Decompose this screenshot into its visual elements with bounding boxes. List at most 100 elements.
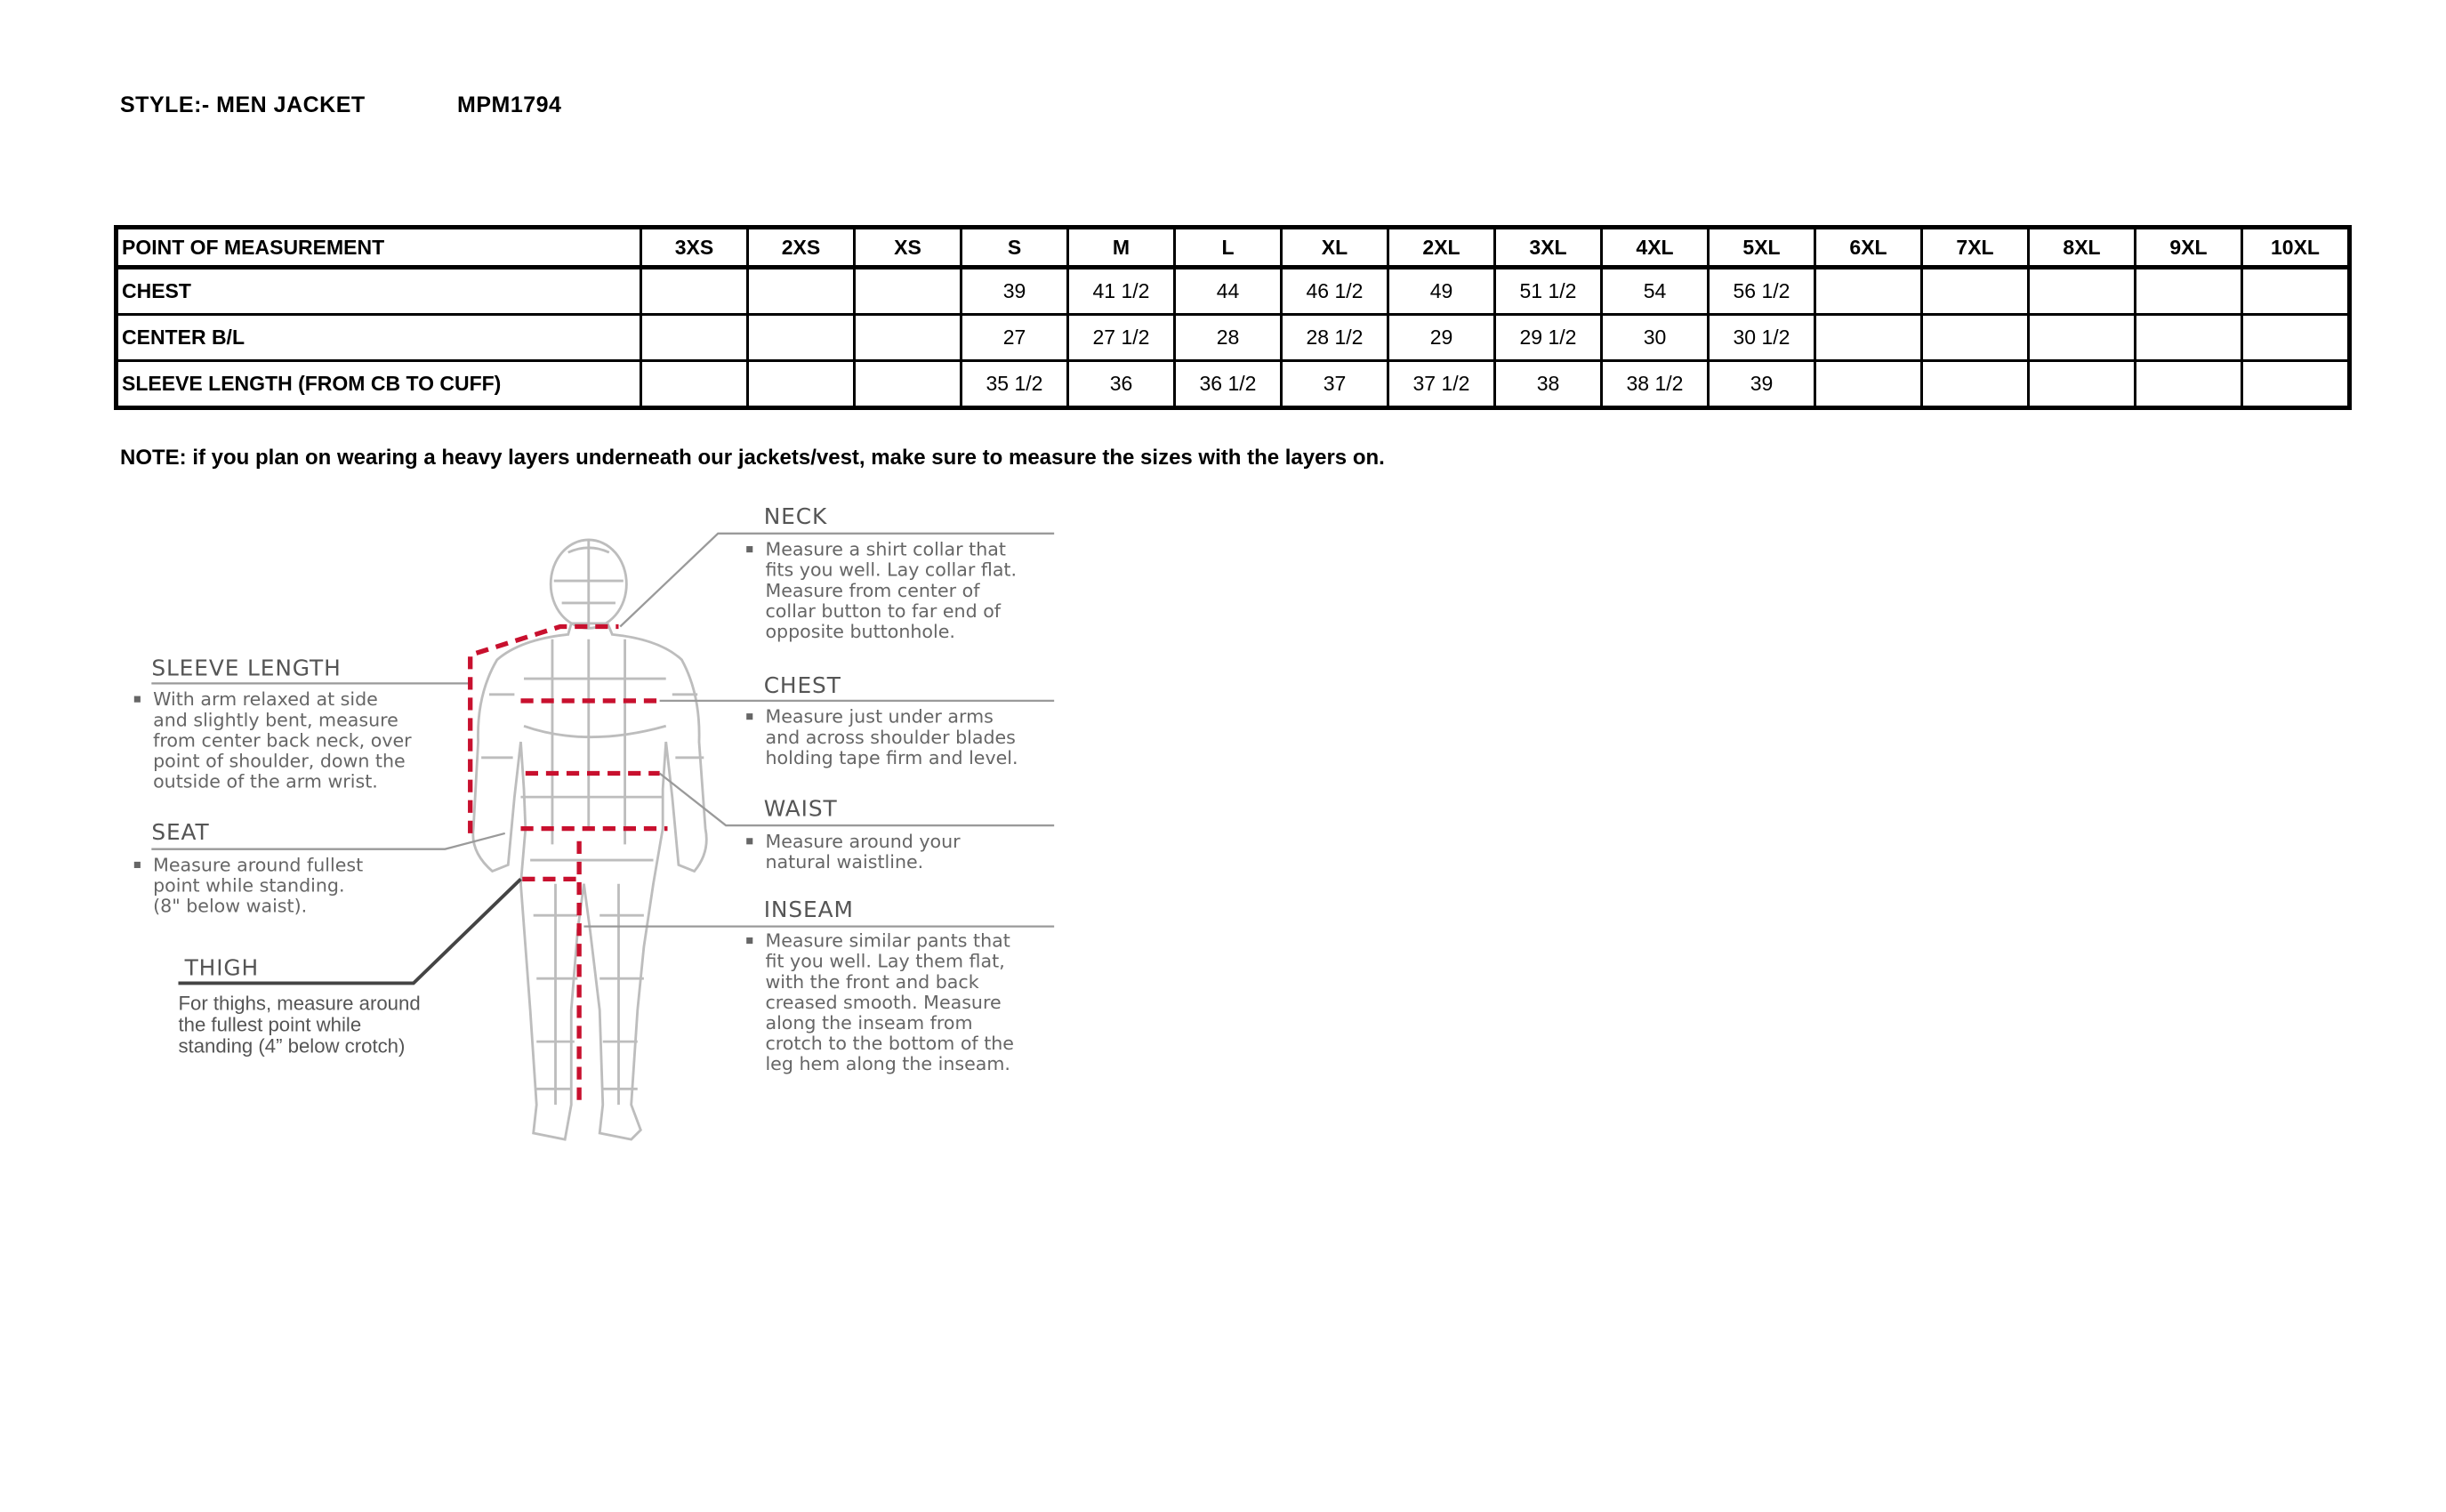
size-header: 3XL bbox=[1493, 226, 1603, 269]
thigh-leader bbox=[178, 877, 522, 985]
size-header: 2XL bbox=[1387, 226, 1496, 269]
seat-title: SEAT bbox=[151, 819, 209, 845]
size-header: 4XL bbox=[1600, 226, 1710, 269]
measurement-cell bbox=[640, 266, 749, 316]
measurement-cell: 37 1/2 bbox=[1387, 359, 1496, 409]
measurement-cell bbox=[2027, 266, 2136, 316]
measurement-cell: 36 1/2 bbox=[1173, 359, 1283, 409]
measurement-cell: 37 bbox=[1280, 359, 1389, 409]
pom-label: SLEEVE LENGTH (FROM CB TO CUFF) bbox=[115, 359, 642, 409]
waist-description-line: natural waistline. bbox=[765, 851, 923, 873]
thigh-title: THIGH bbox=[184, 955, 260, 981]
neck-description-line: fits you well. Lay collar flat. bbox=[765, 559, 1017, 581]
sleeve-measure-line bbox=[468, 623, 619, 833]
sleeve-title: SLEEVE LENGTH bbox=[151, 655, 341, 681]
measurement-cell: 30 1/2 bbox=[1707, 313, 1816, 362]
size-header: 5XL bbox=[1707, 226, 1816, 269]
measurement-cell bbox=[746, 359, 856, 409]
measurement-cell bbox=[1920, 313, 2030, 362]
size-header: S bbox=[960, 226, 1069, 269]
size-header: XS bbox=[853, 226, 962, 269]
measurement-cell: 28 1/2 bbox=[1280, 313, 1389, 362]
neck-description-line: Measure a shirt collar that bbox=[765, 539, 1005, 560]
measurement-cell: 29 bbox=[1387, 313, 1496, 362]
measurement-cell bbox=[746, 266, 856, 316]
chest-description-line: holding tape firm and level. bbox=[765, 747, 1018, 768]
measurement-cell: 41 1/2 bbox=[1066, 266, 1176, 316]
measurement-lines bbox=[468, 623, 668, 1106]
size-header: 9XL bbox=[2134, 226, 2243, 269]
inseam-description-line: fit you well. Lay them flat, bbox=[765, 951, 1004, 972]
bullet-icon bbox=[746, 937, 753, 945]
size-header: XL bbox=[1280, 226, 1389, 269]
sleeve-description-line: from center back neck, over bbox=[153, 729, 412, 751]
measurement-cell: 46 1/2 bbox=[1280, 266, 1389, 316]
measurement-cell: 36 bbox=[1066, 359, 1176, 409]
measurement-cell: 56 1/2 bbox=[1707, 266, 1816, 316]
leader-lines bbox=[151, 532, 1055, 985]
measurement-cell bbox=[1814, 313, 1923, 362]
waist-leader bbox=[658, 772, 1055, 827]
bullet-icon bbox=[746, 713, 753, 720]
inseam-description-line: Measure similar pants that bbox=[765, 930, 1010, 952]
size-header: 7XL bbox=[1920, 226, 2030, 269]
bullet-icon bbox=[746, 546, 753, 553]
bullet-icon bbox=[133, 696, 141, 703]
measurement-cell bbox=[2241, 359, 2351, 409]
seat-description-line: (8" below waist). bbox=[153, 896, 307, 917]
waist-description-line: Measure around your bbox=[765, 831, 961, 852]
measurement-cell bbox=[640, 359, 749, 409]
measurement-cell bbox=[1920, 359, 2030, 409]
human-figure-illustration bbox=[471, 538, 708, 1141]
measurement-cell: 49 bbox=[1387, 266, 1496, 316]
size-header: 10XL bbox=[2241, 226, 2351, 269]
measurement-cell: 54 bbox=[1600, 266, 1710, 316]
measurement-cell bbox=[853, 359, 962, 409]
inseam-description-line: crotch to the bottom of the bbox=[765, 1033, 1014, 1054]
size-header: L bbox=[1173, 226, 1283, 269]
neck-description-line: collar button to far end of bbox=[765, 600, 1001, 622]
inseam-description-line: leg hem along the inseam. bbox=[765, 1053, 1010, 1074]
measurement-cell: 38 bbox=[1493, 359, 1603, 409]
neck-leader bbox=[619, 532, 1055, 628]
seat-leader bbox=[151, 832, 506, 850]
sleeve-description-line: and slightly bent, measure bbox=[153, 709, 398, 730]
layering-note: NOTE: if you plan on wearing a heavy lay… bbox=[120, 446, 1385, 470]
measurement-cell bbox=[2241, 313, 2351, 362]
inseam-description-line: with the front and back bbox=[765, 971, 978, 993]
measurement-cell: 38 1/2 bbox=[1600, 359, 1710, 409]
neck-description-line: Measure from center of bbox=[765, 580, 980, 601]
measurement-cell: 29 1/2 bbox=[1493, 313, 1603, 362]
measurement-cell bbox=[853, 266, 962, 316]
measurement-cell: 44 bbox=[1173, 266, 1283, 316]
bullet-icon bbox=[133, 861, 141, 868]
thigh-description-line: the fullest point while bbox=[178, 1014, 361, 1036]
inseam-description-line: creased smooth. Measure bbox=[765, 992, 1001, 1013]
table-row: CHEST 39 41 1/2 44 46 1/2 49 51 1/2 54 56 1/2 bbox=[115, 266, 2351, 316]
seat-description-line: point while standing. bbox=[153, 875, 344, 897]
neck-title: NECK bbox=[764, 503, 827, 529]
measurement-cell bbox=[2134, 313, 2243, 362]
thigh-description-line: For thighs, measure around bbox=[178, 993, 420, 1015]
waist-title: WAIST bbox=[764, 795, 838, 821]
chest-description-line: and across shoulder blades bbox=[765, 727, 1015, 748]
table-row: CENTER B/L 27 27 1/2 28 28 1/2 29 29 1/2 30 30 1… bbox=[115, 313, 2351, 362]
measurement-cell: 27 1/2 bbox=[1066, 313, 1176, 362]
size-header: 2XS bbox=[746, 226, 856, 269]
inseam-description-line: along the inseam from bbox=[765, 1012, 972, 1033]
seat-description-line: Measure around fullest bbox=[153, 855, 363, 876]
measurement-cell bbox=[853, 313, 962, 362]
size-header: 8XL bbox=[2027, 226, 2136, 269]
measurement-cell: 35 1/2 bbox=[960, 359, 1069, 409]
size-header: 6XL bbox=[1814, 226, 1923, 269]
size-header: M bbox=[1066, 226, 1176, 269]
thigh-description-line: standing (4” below crotch) bbox=[178, 1035, 405, 1058]
measurement-cell: 39 bbox=[960, 266, 1069, 316]
size-chart-table: POINT OF MEASUREMENT 3XS 2XS XS S M L XL 2XL 3XL 4… bbox=[114, 225, 2352, 410]
measurement-cell bbox=[2241, 266, 2351, 316]
measurement-cell bbox=[2027, 313, 2136, 362]
measurement-cell bbox=[2134, 359, 2243, 409]
measurement-cell: 28 bbox=[1173, 313, 1283, 362]
measurement-cell: 51 1/2 bbox=[1493, 266, 1603, 316]
